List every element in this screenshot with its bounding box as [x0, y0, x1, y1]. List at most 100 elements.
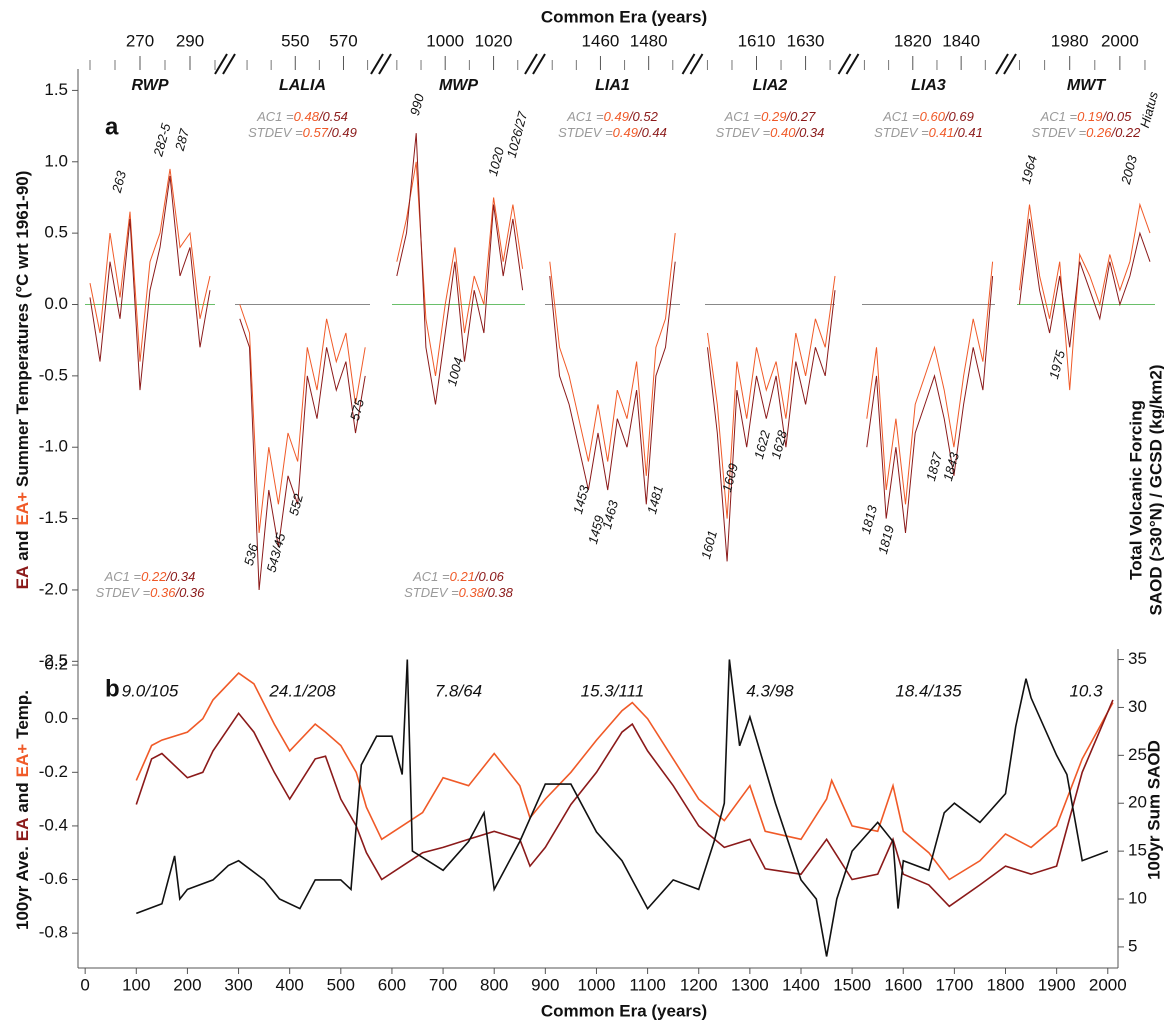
stat-ea-plus: 0.49 — [604, 109, 629, 124]
stat-ea: /0.54 — [318, 109, 348, 124]
axis-break — [524, 53, 538, 75]
ea-line — [549, 261, 676, 505]
ea-plus-line — [1019, 202, 1151, 391]
x-tick-label: 1000 — [578, 975, 616, 994]
period-name: LIA3 — [911, 77, 946, 94]
forcing-label: 10.3 — [1069, 681, 1103, 700]
ea-line — [396, 133, 524, 405]
forcing-label: 4.3/98 — [746, 681, 794, 700]
y2-tick-label: 25 — [1128, 745, 1147, 764]
ea-plus-line — [866, 261, 994, 505]
axis-break — [837, 53, 852, 75]
y-tick-label: -0.6 — [39, 869, 68, 888]
stat-line: AC1 =0.29/0.27 — [724, 109, 816, 124]
stat-ea: /0.41 — [953, 125, 983, 140]
stat-ea: /0.36 — [174, 585, 205, 600]
stat-ea: /0.44 — [637, 125, 667, 140]
stat-ea-plus: 0.57 — [303, 125, 329, 140]
stat-ea-plus: 0.36 — [150, 585, 176, 600]
stat-label: AC1 = — [256, 109, 294, 124]
axis-break — [214, 53, 228, 75]
y-axis-title-part: Summer Temperatures (°C wrt 1961-90) — [13, 171, 32, 487]
stat-label: AC1 = — [1040, 109, 1078, 124]
top-tick-label: 1820 — [894, 31, 932, 50]
stat-ea-plus: 0.49 — [613, 125, 638, 140]
y-tick-label: -1.5 — [39, 508, 68, 527]
period-name: LALIA — [279, 77, 326, 94]
x-tick-label: 800 — [480, 975, 508, 994]
stat-label: AC1 = — [104, 569, 142, 584]
top-tick-label: 1840 — [942, 31, 980, 50]
top-tick-label: 1610 — [738, 31, 776, 50]
stat-label: AC1 = — [724, 109, 762, 124]
event-label: 287 — [172, 127, 193, 154]
stat-line: STDEV =0.57/0.49 — [248, 125, 357, 140]
y-axis-title-part: 100yr Ave. — [13, 846, 32, 930]
y-tick-label: -0.5 — [39, 365, 68, 384]
stat-ea: /0.52 — [628, 109, 659, 124]
event-label: 1026/27 — [504, 109, 531, 159]
stat-line: STDEV =0.26/0.22 — [1032, 125, 1142, 140]
event-label: 1813 — [858, 503, 880, 536]
y-tick-label: 0.2 — [44, 655, 68, 674]
x-tick-label: 1700 — [935, 975, 973, 994]
y2-tick-label: 35 — [1128, 649, 1147, 668]
x-tick-label: 100 — [122, 975, 150, 994]
period-name: RWP — [131, 77, 168, 94]
series-line — [135, 699, 1114, 908]
panel-label: b — [105, 675, 120, 702]
ea-plus-line — [239, 304, 366, 533]
stat-line: STDEV =0.49/0.44 — [558, 125, 667, 140]
period-name: LIA1 — [595, 77, 630, 94]
event-label: 282-5 — [150, 121, 174, 159]
stat-line: AC1 =0.49/0.52 — [566, 109, 658, 124]
event-label: 575 — [347, 397, 367, 423]
y2-axis-title: SAOD (>30°N) / GCSD (kg/km2) — [1146, 365, 1164, 616]
event-label: Hiatus — [1137, 90, 1161, 130]
ea-line — [1019, 218, 1151, 348]
top-axis-title: Common Era (years) — [541, 7, 707, 26]
ea-line — [866, 275, 994, 533]
forcing-label: 9.0/105 — [122, 681, 179, 700]
stat-ea-plus: 0.48 — [294, 109, 320, 124]
axis-break — [370, 53, 384, 75]
event-label: 1601 — [698, 529, 720, 561]
stat-line: STDEV =0.36/0.36 — [96, 585, 206, 600]
stat-ea-plus: 0.40 — [770, 125, 796, 140]
stat-line: STDEV =0.41/0.41 — [874, 125, 983, 140]
event-label: 2003 — [1118, 153, 1140, 187]
event-label: 1609 — [719, 462, 741, 494]
stat-ea: /0.27 — [785, 109, 816, 124]
top-tick-label: 1630 — [787, 31, 825, 50]
y-tick-label: 1.0 — [44, 151, 68, 170]
event-label: 1628 — [768, 428, 790, 461]
stat-label: STDEV = — [248, 125, 303, 140]
event-label: 1481 — [644, 484, 666, 516]
y-tick-label: -2.0 — [39, 579, 68, 598]
x-tick-label: 300 — [224, 975, 252, 994]
stat-ea: /0.38 — [483, 585, 514, 600]
y-axis-title-part: EA+ — [13, 744, 32, 778]
top-tick-label: 550 — [281, 31, 309, 50]
event-label: 990 — [407, 92, 427, 118]
y2-tick-label: 10 — [1128, 889, 1147, 908]
event-label: 536 — [241, 542, 261, 568]
axis-break — [681, 53, 696, 75]
y2-tick-label: 20 — [1128, 793, 1147, 812]
event-label: 1453 — [570, 483, 592, 516]
stat-ea-plus: 0.38 — [459, 585, 485, 600]
x-tick-label: 1100 — [629, 975, 666, 994]
top-tick-label: 570 — [329, 31, 357, 50]
top-tick-label: 1460 — [582, 31, 620, 50]
event-label: 1622 — [751, 428, 773, 461]
top-tick-label: 1020 — [475, 31, 513, 50]
event-label: 1964 — [1018, 154, 1040, 186]
event-label: 263 — [109, 169, 130, 196]
y-axis-title-part: and — [13, 531, 32, 561]
x-tick-label: 200 — [173, 975, 201, 994]
ea-plus-line — [89, 168, 211, 362]
y-axis-title-part: and — [13, 782, 32, 812]
y-axis-title-part: EA+ — [13, 492, 32, 526]
stat-ea: /0.06 — [474, 569, 505, 584]
